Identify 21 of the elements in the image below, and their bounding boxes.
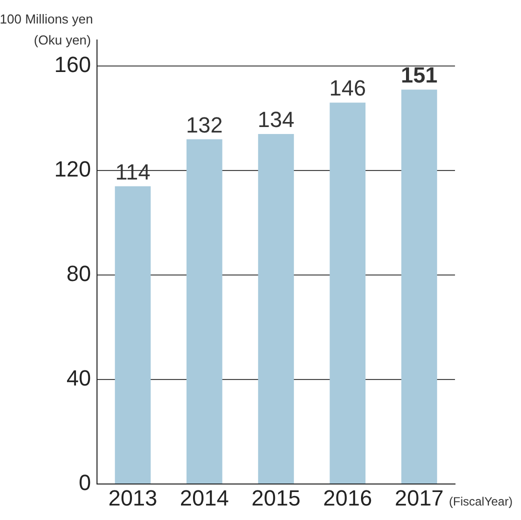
x-tick-label: 2015 (252, 485, 300, 510)
bar (401, 90, 438, 484)
data-label: 134 (258, 107, 294, 132)
bar (186, 139, 222, 484)
y-tick-label: 0 (78, 470, 91, 496)
bar (114, 186, 151, 484)
y-tick-label: 120 (54, 156, 91, 182)
y-tick-label: 40 (66, 366, 91, 391)
x-tick-label: 2016 (323, 485, 372, 510)
y-axis-title: 100 Millions yen (Oku yen) (0, 12, 93, 48)
data-label: 132 (186, 112, 223, 138)
x-tick-label: 2014 (180, 485, 229, 510)
data-label: 146 (329, 76, 366, 101)
bar (330, 102, 366, 484)
data-label: 151 (400, 62, 438, 88)
x-tick-label: 2013 (108, 485, 158, 510)
x-tick-label: 2017 (394, 485, 444, 510)
y-tick-label: 160 (54, 52, 91, 78)
x-axis-title: (FiscalYear) (449, 494, 513, 508)
y-tick-label: 80 (66, 261, 91, 286)
bar (258, 134, 294, 484)
